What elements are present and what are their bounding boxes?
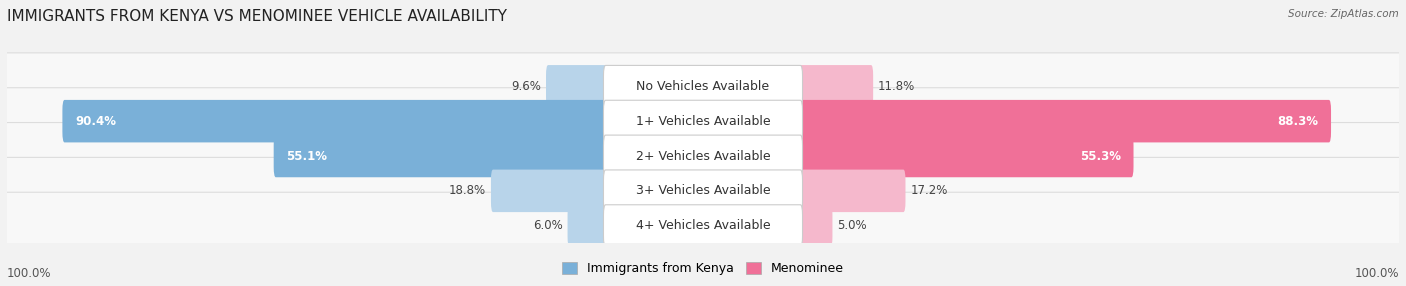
Text: 5.0%: 5.0% <box>838 219 868 232</box>
FancyBboxPatch shape <box>4 157 1402 224</box>
FancyBboxPatch shape <box>799 100 1331 142</box>
FancyBboxPatch shape <box>603 170 803 212</box>
Text: IMMIGRANTS FROM KENYA VS MENOMINEE VEHICLE AVAILABILITY: IMMIGRANTS FROM KENYA VS MENOMINEE VEHIC… <box>7 9 508 23</box>
FancyBboxPatch shape <box>4 123 1402 189</box>
Legend: Immigrants from Kenya, Menominee: Immigrants from Kenya, Menominee <box>558 259 848 279</box>
Text: 90.4%: 90.4% <box>75 115 115 128</box>
Text: 17.2%: 17.2% <box>910 184 948 197</box>
FancyBboxPatch shape <box>603 205 803 247</box>
Text: 100.0%: 100.0% <box>7 267 52 280</box>
Text: 55.3%: 55.3% <box>1080 150 1121 162</box>
Text: No Vehicles Available: No Vehicles Available <box>637 80 769 93</box>
FancyBboxPatch shape <box>4 192 1402 259</box>
FancyBboxPatch shape <box>62 100 607 142</box>
Text: 3+ Vehicles Available: 3+ Vehicles Available <box>636 184 770 197</box>
FancyBboxPatch shape <box>603 100 803 142</box>
FancyBboxPatch shape <box>603 65 803 107</box>
FancyBboxPatch shape <box>799 135 1133 177</box>
Text: 88.3%: 88.3% <box>1278 115 1319 128</box>
Text: 18.8%: 18.8% <box>449 184 486 197</box>
Text: Source: ZipAtlas.com: Source: ZipAtlas.com <box>1288 9 1399 19</box>
Text: 4+ Vehicles Available: 4+ Vehicles Available <box>636 219 770 232</box>
Text: 2+ Vehicles Available: 2+ Vehicles Available <box>636 150 770 162</box>
Text: 100.0%: 100.0% <box>1354 267 1399 280</box>
Text: 9.6%: 9.6% <box>512 80 541 93</box>
FancyBboxPatch shape <box>799 170 905 212</box>
FancyBboxPatch shape <box>568 204 607 247</box>
FancyBboxPatch shape <box>799 204 832 247</box>
FancyBboxPatch shape <box>603 135 803 177</box>
FancyBboxPatch shape <box>4 53 1402 120</box>
FancyBboxPatch shape <box>274 135 607 177</box>
Text: 6.0%: 6.0% <box>533 219 562 232</box>
FancyBboxPatch shape <box>546 65 607 108</box>
FancyBboxPatch shape <box>4 88 1402 155</box>
FancyBboxPatch shape <box>799 65 873 108</box>
FancyBboxPatch shape <box>491 170 607 212</box>
Text: 55.1%: 55.1% <box>287 150 328 162</box>
Text: 11.8%: 11.8% <box>877 80 915 93</box>
Text: 1+ Vehicles Available: 1+ Vehicles Available <box>636 115 770 128</box>
